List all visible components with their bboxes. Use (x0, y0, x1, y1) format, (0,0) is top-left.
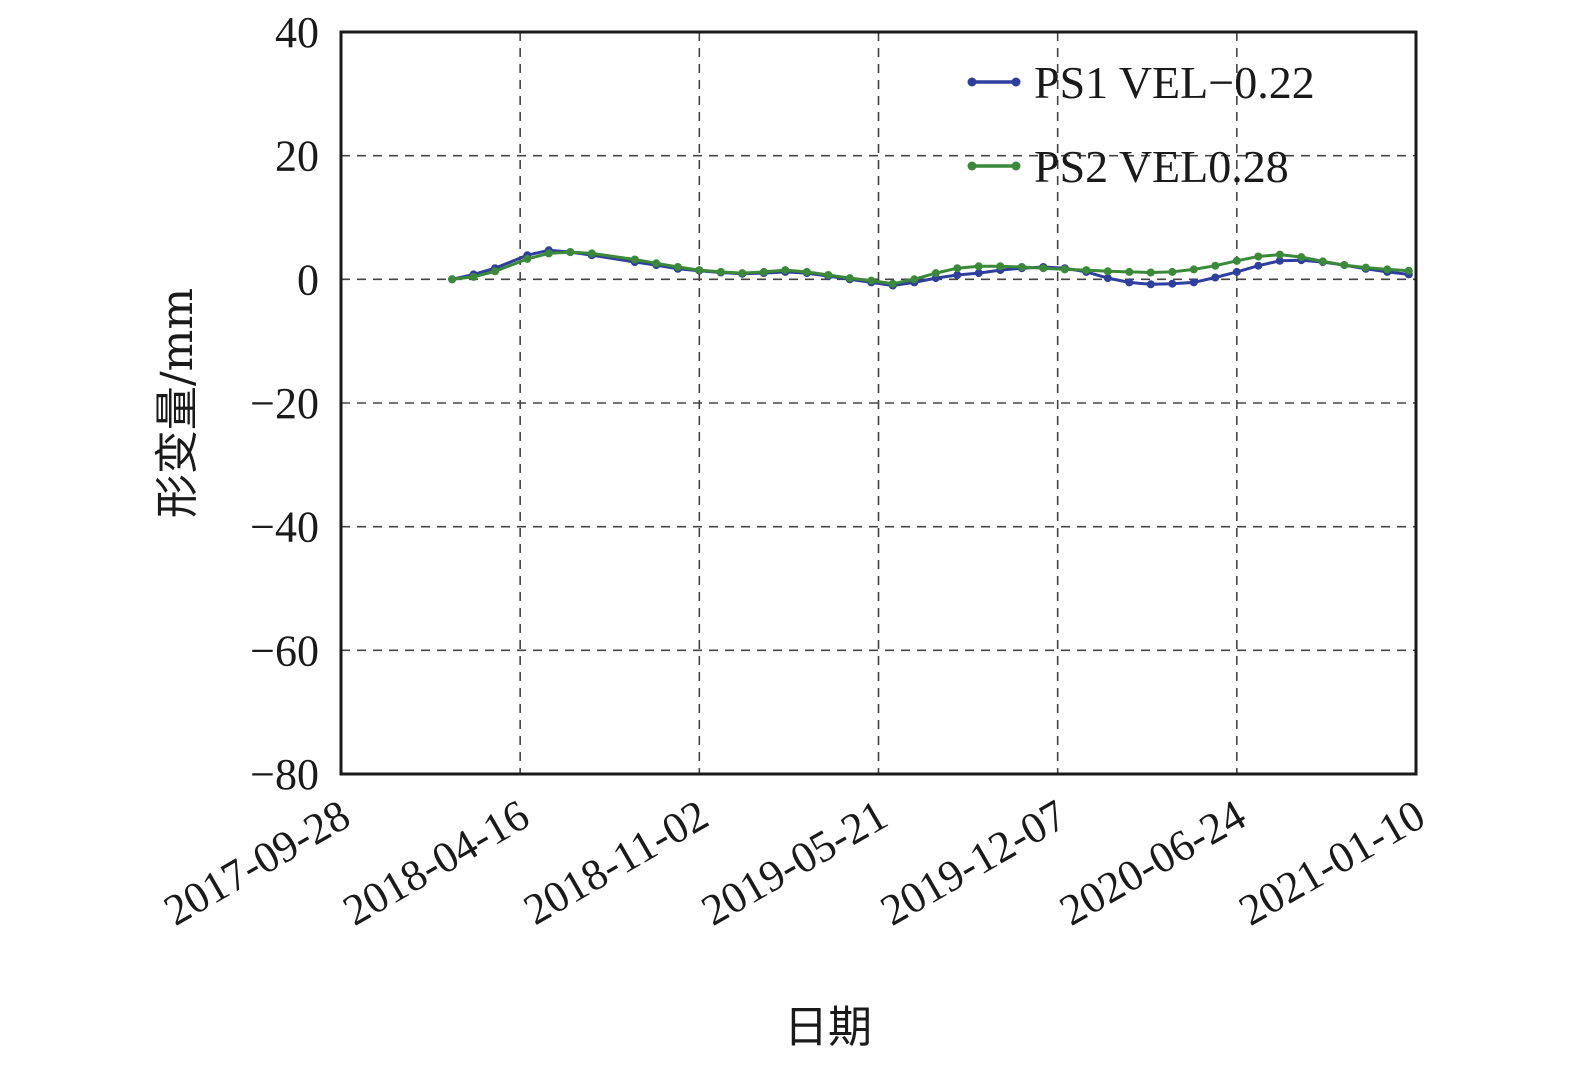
series-point-ps1 (1211, 273, 1220, 282)
series-point-ps2 (867, 276, 876, 285)
series-point-ps2 (1211, 261, 1220, 270)
series-point-ps2 (1404, 266, 1413, 275)
series-point-ps2 (974, 262, 983, 271)
series-point-ps2 (695, 266, 704, 275)
series-point-ps1 (953, 271, 962, 279)
series-point-ps2 (824, 271, 833, 279)
series-point-ps2 (910, 275, 919, 284)
legend-label: PS1 VEL−0.22 (1034, 57, 1315, 108)
series-point-ps2 (1232, 256, 1241, 265)
series-point-ps2 (996, 262, 1005, 271)
legend-swatch-marker (1011, 161, 1021, 171)
y-axis-title: 形变量/mm (152, 288, 203, 518)
legend-swatch-marker (1011, 77, 1021, 87)
x-tick-labels: 2017-09-282018-04-162018-11-022019-05-21… (156, 790, 1433, 935)
series-point-ps2 (566, 248, 575, 257)
x-tick-label: 2019-05-21 (693, 790, 895, 935)
legend-label: PS2 VEL0.28 (1034, 141, 1289, 192)
series-point-ps2 (1275, 250, 1284, 259)
series-point-ps1 (1103, 274, 1112, 283)
series-point-ps2 (1125, 267, 1134, 276)
legend-swatch-marker (967, 161, 977, 171)
series-point-ps2 (673, 263, 682, 271)
y-tick-label: 40 (275, 8, 319, 57)
series-point-ps2 (630, 255, 639, 264)
legend: PS1 VEL−0.22 PS2 VEL0.28 (967, 57, 1315, 192)
y-tick-label: −40 (250, 503, 319, 552)
series-point-ps2 (523, 254, 532, 263)
y-tick-label: −80 (250, 750, 319, 799)
series-point-ps2 (759, 267, 768, 276)
series-point-ps1 (1168, 279, 1177, 288)
series-point-ps2 (1318, 257, 1327, 266)
series-point-ps2 (1297, 253, 1306, 262)
series-point-ps2 (953, 264, 962, 273)
series-point-ps2 (544, 249, 553, 258)
y-tick-label: −20 (250, 379, 319, 428)
series-point-ps1 (1125, 278, 1134, 287)
x-tick-label: 2021-01-10 (1231, 790, 1433, 935)
series-layer (448, 246, 1413, 290)
x-tick-label: 2020-06-24 (1052, 790, 1254, 935)
series-point-ps1 (974, 269, 983, 278)
series-point-ps2 (1168, 267, 1177, 276)
series-point-ps2 (587, 249, 596, 258)
series-point-ps2 (1017, 263, 1026, 271)
y-tick-label: −60 (250, 626, 319, 675)
series-point-ps2 (448, 275, 457, 284)
legend-swatch-marker (967, 77, 977, 87)
series-point-ps1 (1189, 278, 1198, 287)
x-axis-title: 日期 (784, 1002, 872, 1053)
series-point-ps2 (1254, 252, 1263, 261)
series-point-ps2 (931, 269, 940, 278)
x-tick-label: 2017-09-28 (156, 790, 358, 935)
y-tick-label: 20 (275, 132, 319, 181)
x-tick-label: 2018-04-16 (335, 790, 537, 935)
series-point-ps2 (1060, 265, 1069, 274)
plot-frame (339, 30, 1418, 776)
series-point-ps2 (738, 269, 747, 278)
y-tick-label: 0 (297, 255, 319, 304)
series-point-ps2 (1082, 266, 1091, 275)
series-point-ps1 (1254, 261, 1263, 270)
series-point-ps2 (652, 259, 661, 268)
series-point-ps2 (1146, 268, 1155, 277)
series-point-ps2 (845, 274, 854, 283)
series-point-ps2 (469, 272, 478, 281)
grid-lines (341, 32, 1416, 774)
series-point-ps1 (1275, 256, 1284, 265)
series-point-ps2 (491, 267, 500, 276)
x-tick-label: 2019-12-07 (872, 790, 1074, 935)
series-point-ps2 (1340, 261, 1349, 270)
y-tick-labels: 40 20 0 −20 −40 −60 −80 (250, 8, 319, 799)
series-point-ps2 (1189, 265, 1198, 274)
series-point-ps2 (888, 279, 897, 288)
series-point-ps2 (1361, 263, 1370, 272)
series-point-ps2 (802, 267, 811, 276)
series-point-ps2 (716, 267, 725, 276)
x-tick-label: 2018-11-02 (515, 790, 716, 934)
series-point-ps1 (1232, 267, 1241, 276)
series-point-ps2 (1103, 267, 1112, 276)
series-point-ps2 (1039, 264, 1048, 273)
series-point-ps2 (781, 266, 790, 275)
series-point-ps1 (1146, 280, 1155, 289)
series-point-ps2 (1383, 265, 1392, 274)
